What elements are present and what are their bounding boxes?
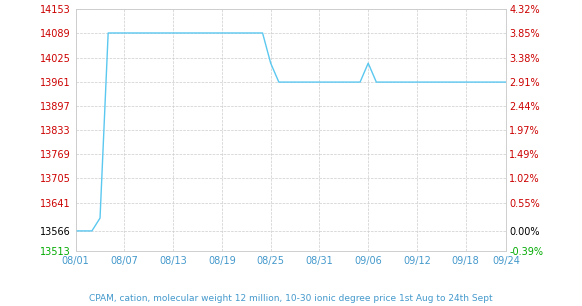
Text: CPAM, cation, molecular weight 12 million, 10-30 ionic degree price 1st Aug to 2: CPAM, cation, molecular weight 12 millio… (89, 294, 493, 303)
